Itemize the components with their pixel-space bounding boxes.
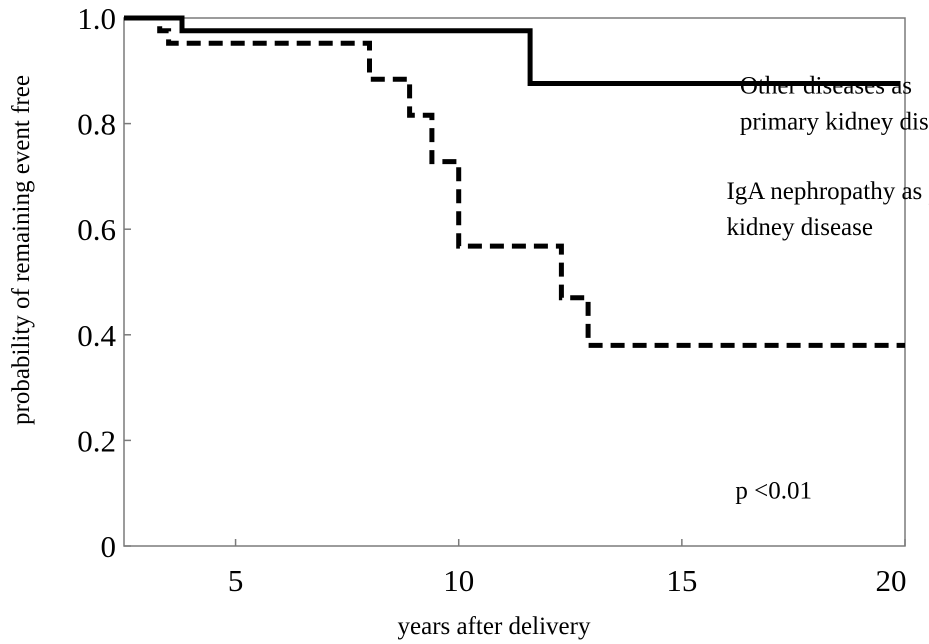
iga-nephropathy-label-line: kidney disease — [726, 214, 872, 241]
y-tick-label: 0.8 — [77, 107, 116, 142]
x-tick-label: 20 — [876, 563, 907, 598]
iga-nephropathy-label-line: IgA nephropathy as primary — [726, 178, 929, 205]
x-axis-ticks: 5 10 15 20 — [228, 539, 907, 598]
y-axis-ticks: 0 0.2 0.4 0.6 0.8 1.0 — [77, 1, 131, 564]
y-tick-label: 1.0 — [77, 1, 116, 36]
y-tick-label: 0.6 — [77, 212, 116, 247]
y-tick-label: 0.2 — [77, 423, 116, 458]
iga-nephropathy-curve — [124, 15, 905, 348]
x-axis-title: years after delivery — [398, 613, 591, 640]
y-tick-label: 0 — [101, 529, 117, 564]
y-tick-label: 0.4 — [77, 318, 116, 353]
survival-curves — [124, 15, 905, 348]
p-value-annotation: p <0.01 — [735, 477, 812, 504]
series-labels: Other diseases as primary kidney disease I… — [726, 73, 929, 505]
x-tick-label: 15 — [666, 563, 697, 598]
x-tick-label: 5 — [228, 563, 244, 598]
x-tick-label: 10 — [443, 563, 474, 598]
other-diseases-label-line: primary kidney disease — [740, 109, 929, 136]
other-diseases-label-line: Other diseases as — [740, 73, 912, 100]
other-diseases-curve — [124, 15, 901, 86]
y-axis-title: probability of remaining event free — [8, 75, 35, 425]
plot-area-frame — [123, 17, 906, 547]
